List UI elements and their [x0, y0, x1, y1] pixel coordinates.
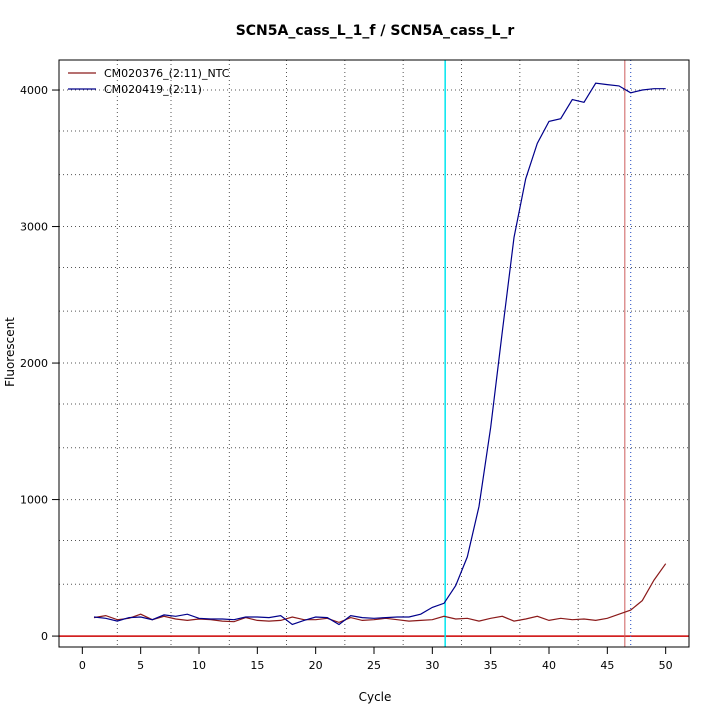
y-tick-label: 2000 — [20, 357, 48, 370]
series-line — [93, 563, 667, 624]
x-tick-label: 20 — [309, 659, 323, 672]
x-axis-label: Cycle — [359, 690, 392, 704]
x-tick-label: 40 — [542, 659, 556, 672]
plot-frame — [58, 59, 690, 648]
x-tick-label: 35 — [484, 659, 498, 672]
y-axis-label: Fluorescent — [3, 317, 17, 387]
legend-entry: CM020376_(2:11)_NTC — [104, 67, 230, 80]
x-tick-label: 25 — [367, 659, 381, 672]
x-tick-label: 30 — [425, 659, 439, 672]
series-lines — [93, 82, 667, 626]
x-tick-label: 0 — [79, 659, 86, 672]
chart-title: SCN5A_cass_L_1_f / SCN5A_cass_L_r — [236, 23, 515, 39]
x-tick-label: 50 — [659, 659, 673, 672]
x-axis: 0 5 10 15 20 25 30 35 40 45 50 — [79, 646, 673, 672]
y-axis: 0 1000 2000 3000 4000 — [20, 84, 60, 643]
x-tick-label: 45 — [600, 659, 614, 672]
x-tick-label: 5 — [137, 659, 144, 672]
legend-entry: CM020419_(2:11) — [104, 83, 202, 96]
vertical-markers — [59, 60, 689, 647]
series-line — [93, 82, 666, 626]
grid — [59, 60, 689, 648]
y-tick-label: 3000 — [20, 221, 48, 234]
y-tick-label: 1000 — [20, 494, 48, 507]
y-tick-label: 4000 — [20, 84, 48, 97]
legend: CM020376_(2:11)_NTC CM020419_(2:11) — [68, 67, 230, 96]
x-tick-label: 15 — [250, 659, 264, 672]
x-tick-label: 10 — [192, 659, 206, 672]
y-tick-label: 0 — [41, 630, 48, 643]
